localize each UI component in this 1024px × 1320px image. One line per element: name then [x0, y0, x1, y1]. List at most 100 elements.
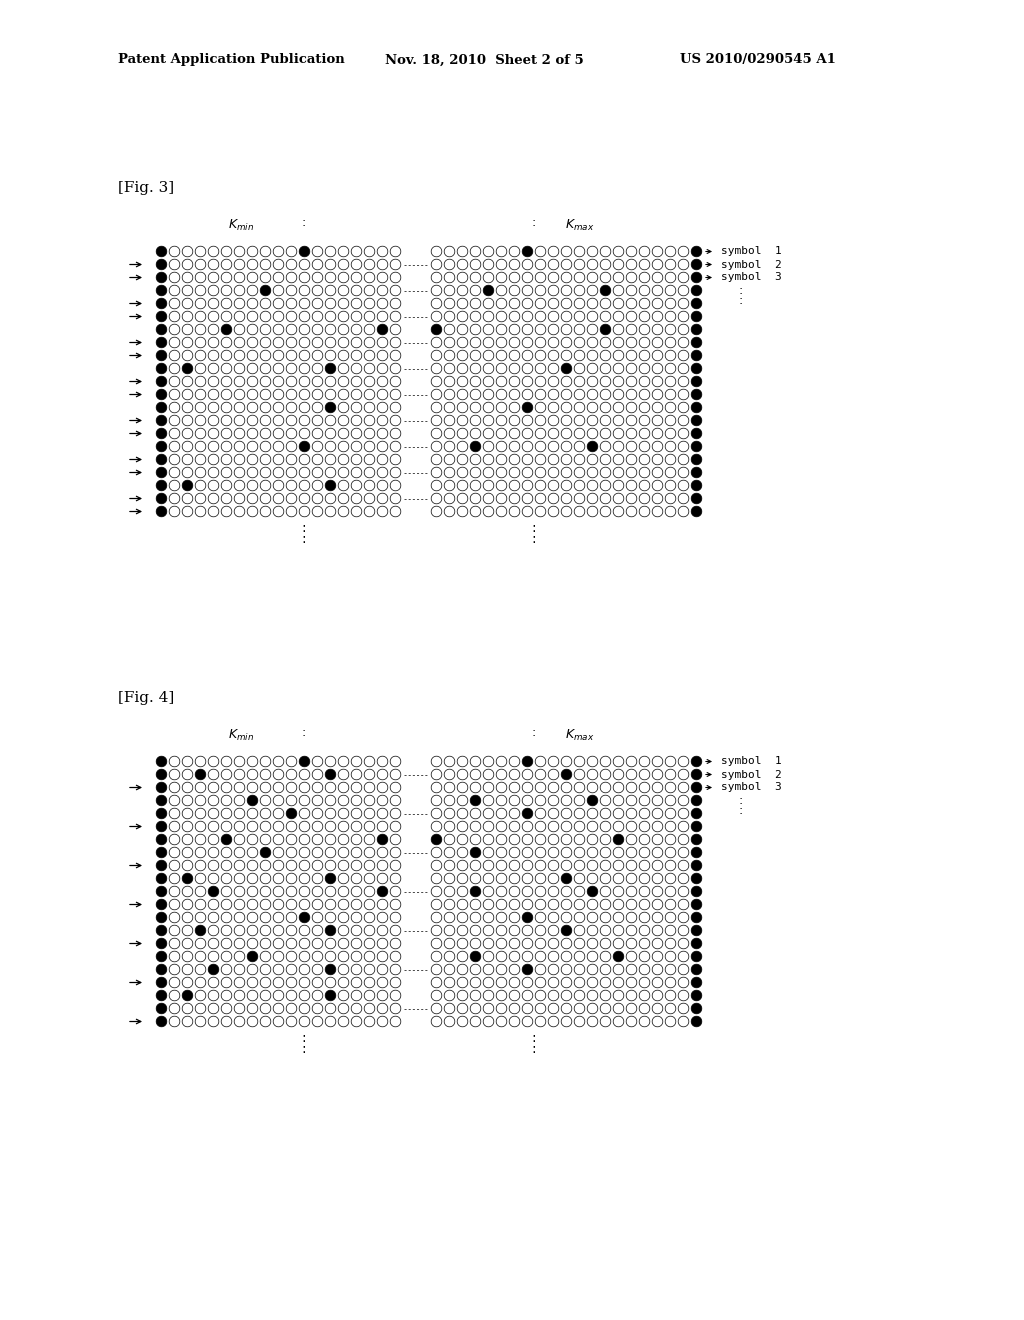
Circle shape — [247, 467, 258, 478]
Circle shape — [260, 1003, 270, 1014]
Circle shape — [260, 441, 270, 451]
Circle shape — [234, 964, 245, 975]
Circle shape — [286, 886, 297, 896]
Circle shape — [457, 494, 468, 504]
Circle shape — [691, 964, 701, 975]
Circle shape — [338, 325, 349, 335]
Circle shape — [626, 416, 637, 426]
Circle shape — [639, 441, 650, 451]
Circle shape — [457, 467, 468, 478]
Circle shape — [561, 389, 571, 400]
Circle shape — [639, 467, 650, 478]
Circle shape — [273, 494, 284, 504]
Circle shape — [312, 350, 323, 360]
Circle shape — [509, 350, 520, 360]
Circle shape — [196, 939, 206, 949]
Text: $K_{max}$: $K_{max}$ — [565, 218, 595, 232]
Circle shape — [497, 363, 507, 374]
Circle shape — [338, 886, 349, 896]
Circle shape — [470, 873, 481, 884]
Circle shape — [208, 363, 219, 374]
Circle shape — [509, 861, 520, 871]
Circle shape — [234, 756, 245, 767]
Circle shape — [548, 847, 559, 858]
Circle shape — [536, 363, 546, 374]
Circle shape — [639, 783, 650, 793]
Circle shape — [299, 337, 310, 348]
Circle shape — [208, 246, 219, 257]
Circle shape — [260, 756, 270, 767]
Circle shape — [351, 795, 361, 805]
Circle shape — [587, 259, 598, 269]
Circle shape — [234, 441, 245, 451]
Circle shape — [351, 952, 361, 962]
Circle shape — [221, 795, 231, 805]
Circle shape — [536, 246, 546, 257]
Circle shape — [365, 756, 375, 767]
Circle shape — [483, 428, 494, 438]
Circle shape — [497, 312, 507, 322]
Circle shape — [613, 925, 624, 936]
Circle shape — [483, 246, 494, 257]
Circle shape — [626, 770, 637, 780]
Circle shape — [587, 939, 598, 949]
Circle shape — [457, 350, 468, 360]
Circle shape — [678, 298, 689, 309]
Circle shape — [286, 480, 297, 491]
Circle shape — [299, 861, 310, 871]
Circle shape — [247, 389, 258, 400]
Circle shape — [260, 783, 270, 793]
Circle shape — [182, 454, 193, 465]
Circle shape — [574, 389, 585, 400]
Circle shape — [470, 403, 481, 413]
Circle shape — [377, 861, 388, 871]
Circle shape — [536, 834, 546, 845]
Circle shape — [561, 1016, 571, 1027]
Circle shape — [286, 337, 297, 348]
Circle shape — [365, 363, 375, 374]
Circle shape — [338, 389, 349, 400]
Circle shape — [509, 808, 520, 818]
Circle shape — [365, 403, 375, 413]
Circle shape — [431, 350, 441, 360]
Circle shape — [169, 272, 180, 282]
Circle shape — [522, 441, 532, 451]
Circle shape — [522, 312, 532, 322]
Circle shape — [182, 886, 193, 896]
Circle shape — [613, 886, 624, 896]
Circle shape — [351, 272, 361, 282]
Circle shape — [157, 350, 167, 360]
Circle shape — [326, 990, 336, 1001]
Circle shape — [299, 428, 310, 438]
Circle shape — [234, 467, 245, 478]
Circle shape — [338, 246, 349, 257]
Circle shape — [666, 259, 676, 269]
Circle shape — [260, 821, 270, 832]
Circle shape — [196, 441, 206, 451]
Circle shape — [247, 272, 258, 282]
Circle shape — [613, 783, 624, 793]
Circle shape — [574, 272, 585, 282]
Text: :: : — [301, 1031, 305, 1045]
Circle shape — [260, 847, 270, 858]
Circle shape — [626, 285, 637, 296]
Circle shape — [678, 783, 689, 793]
Circle shape — [600, 821, 611, 832]
Circle shape — [522, 886, 532, 896]
Circle shape — [457, 770, 468, 780]
Text: :: : — [531, 215, 536, 228]
Circle shape — [666, 952, 676, 962]
Circle shape — [431, 990, 441, 1001]
Circle shape — [169, 259, 180, 269]
Circle shape — [509, 325, 520, 335]
Circle shape — [390, 506, 400, 517]
Text: Nov. 18, 2010  Sheet 2 of 5: Nov. 18, 2010 Sheet 2 of 5 — [385, 54, 584, 66]
Circle shape — [299, 494, 310, 504]
Circle shape — [196, 964, 206, 975]
Circle shape — [208, 886, 219, 896]
Circle shape — [169, 925, 180, 936]
Circle shape — [299, 376, 310, 387]
Circle shape — [234, 770, 245, 780]
Circle shape — [587, 428, 598, 438]
Circle shape — [522, 899, 532, 909]
